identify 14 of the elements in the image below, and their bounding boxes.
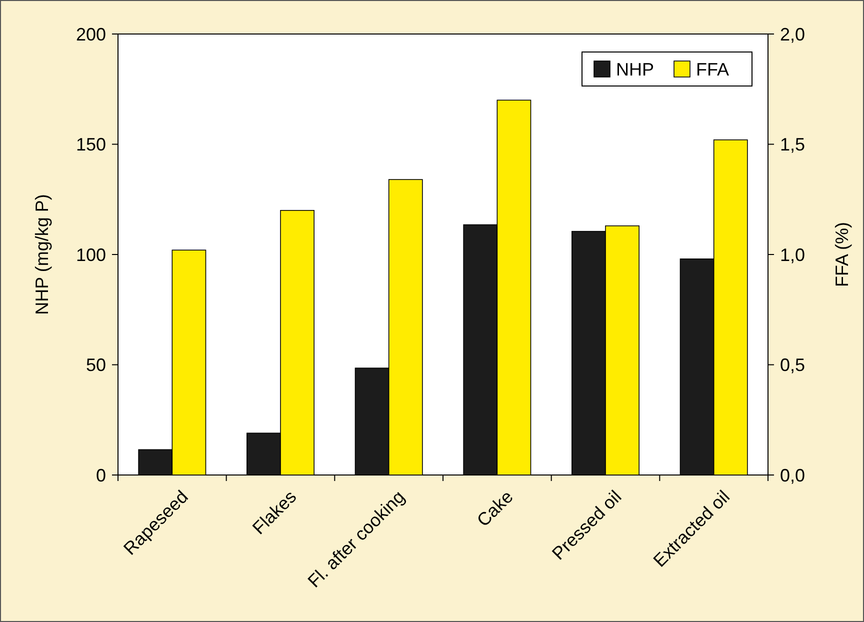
y2-tick-label: 0,5 bbox=[780, 355, 806, 376]
y-axis-title: NHP (mg/kg P) bbox=[32, 194, 52, 315]
y-tick-label: 100 bbox=[76, 244, 106, 265]
y-tick-label: 150 bbox=[76, 134, 106, 155]
legend-label: NHP bbox=[616, 59, 654, 80]
y2-tick-label: 1,0 bbox=[780, 244, 806, 265]
y2-tick-label: 1,5 bbox=[780, 134, 806, 155]
legend-label: FFA bbox=[696, 59, 730, 80]
y-tick-label: 0 bbox=[96, 465, 106, 486]
y2-axis-title: FFA (%) bbox=[832, 222, 852, 288]
y2-tick-label: 2,0 bbox=[780, 24, 806, 44]
y-tick-label: 200 bbox=[76, 24, 106, 44]
y2-tick-label: 0,0 bbox=[780, 465, 806, 486]
y-tick-label: 50 bbox=[86, 355, 106, 376]
